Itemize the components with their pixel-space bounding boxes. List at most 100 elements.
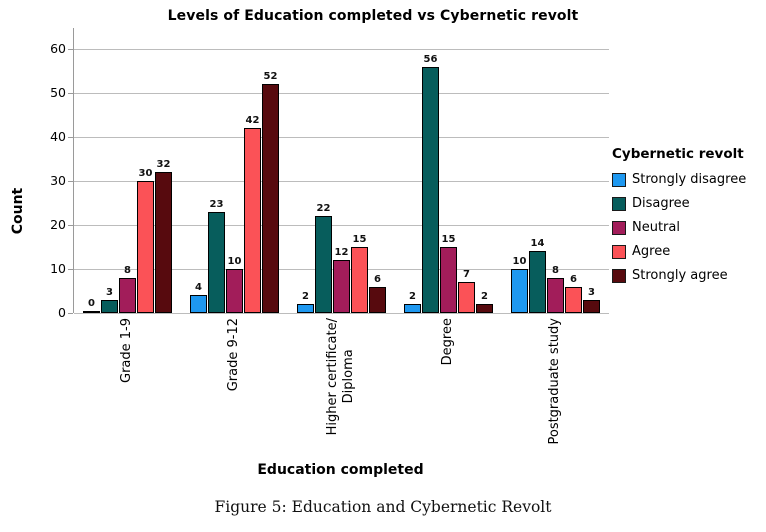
y-tick-label-20: 20 — [50, 217, 66, 232]
bar-disagree — [422, 67, 439, 313]
legend: Cybernetic revolt Strongly disagree Disag… — [612, 146, 746, 292]
bar-wrap: 32 — [155, 159, 172, 313]
x-tick-label-2: Grade 9-12 — [225, 318, 241, 392]
legend-item-agree: Agree — [612, 244, 746, 259]
bar-value-label: 3 — [588, 287, 595, 298]
bar-value-label: 56 — [423, 54, 438, 65]
bar-value-label: 10 — [512, 256, 527, 267]
bar-value-label: 15 — [352, 234, 367, 245]
bar-group-2: 4 23 10 42 52 — [190, 71, 279, 313]
bar-wrap: 42 — [244, 115, 261, 313]
x-tick-label-5: Postgraduate study — [546, 318, 562, 445]
y-tick-mark-60 — [68, 49, 73, 50]
legend-item-strongly-agree: Strongly agree — [612, 268, 746, 283]
y-tick-label-30: 30 — [50, 173, 66, 188]
bar-neutral — [119, 278, 136, 313]
legend-label: Disagree — [632, 196, 690, 211]
bar-agree — [137, 181, 154, 313]
bar-group-5: 10 14 8 6 3 — [511, 238, 600, 313]
bar-disagree — [101, 300, 118, 313]
bar-value-label: 10 — [227, 256, 242, 267]
bar-wrap: 0 — [83, 298, 100, 313]
legend-swatch-icon — [612, 268, 626, 283]
bar-neutral — [333, 260, 350, 313]
x-axis-title: Education completed — [257, 462, 424, 478]
x-tick-label-1: Grade 1-9 — [118, 318, 134, 383]
chart-title: Levels of Education completed vs Cyberne… — [167, 8, 579, 24]
legend-label: Agree — [632, 244, 671, 259]
bar-wrap: 3 — [101, 287, 118, 313]
bar-neutral — [547, 278, 564, 313]
bar-strongly-disagree — [297, 304, 314, 313]
gridline-y-20 — [74, 224, 609, 226]
bar-wrap: 6 — [369, 274, 386, 313]
legend-item-disagree: Disagree — [612, 196, 746, 211]
legend-label: Neutral — [632, 220, 680, 235]
legend-swatch-icon — [612, 172, 626, 187]
legend-swatch-icon — [612, 220, 626, 235]
bar-neutral — [226, 269, 243, 313]
bar-strongly-disagree — [83, 311, 100, 313]
bar-wrap: 15 — [351, 234, 368, 313]
bar-value-label: 32 — [156, 159, 171, 170]
bar-wrap: 8 — [547, 265, 564, 313]
bar-value-label: 8 — [124, 265, 131, 276]
bar-value-label: 23 — [209, 199, 224, 210]
bar-wrap: 30 — [137, 168, 154, 313]
gridline-y-40 — [74, 136, 609, 138]
bar-agree — [244, 128, 261, 313]
bar-strongly-agree — [476, 304, 493, 313]
bar-neutral — [440, 247, 457, 313]
bar-strongly-disagree — [511, 269, 528, 313]
legend-item-strongly-disagree: Strongly disagree — [612, 172, 746, 187]
bar-wrap: 2 — [297, 291, 314, 313]
bar-strongly-disagree — [190, 295, 207, 313]
y-tick-mark-30 — [68, 181, 73, 182]
bar-strongly-agree — [369, 287, 386, 313]
legend-title: Cybernetic revolt — [612, 146, 744, 162]
plot-area: 0 3 8 30 32 4 23 10 42 52 2 22 12 15 6 2 56 15 7 2 10 14 8 6 3 — [73, 28, 609, 314]
legend-label: Strongly agree — [632, 268, 728, 283]
y-tick-mark-50 — [68, 93, 73, 94]
bar-wrap: 2 — [404, 291, 421, 313]
gridline-y-0 — [74, 312, 609, 314]
bar-value-label: 30 — [138, 168, 153, 179]
legend-item-neutral: Neutral — [612, 220, 746, 235]
bar-value-label: 2 — [302, 291, 309, 302]
bar-disagree — [208, 212, 225, 313]
legend-swatch-icon — [612, 196, 626, 211]
bar-value-label: 3 — [106, 287, 113, 298]
bar-wrap: 15 — [440, 234, 457, 313]
bar-agree — [351, 247, 368, 313]
bar-wrap: 22 — [315, 203, 332, 313]
y-tick-label-50: 50 — [50, 85, 66, 100]
bar-group-4: 2 56 15 7 2 — [404, 54, 493, 313]
y-axis-title: Count — [10, 187, 26, 235]
bar-group-1: 0 3 8 30 32 — [83, 159, 172, 313]
bar-wrap: 10 — [226, 256, 243, 313]
bar-wrap: 4 — [190, 282, 207, 313]
x-tick-label-3: Higher certificate/ Diploma — [324, 318, 356, 436]
bar-value-label: 12 — [334, 247, 349, 258]
bar-group-3: 2 22 12 15 6 — [297, 203, 386, 313]
bar-value-label: 22 — [316, 203, 331, 214]
bar-disagree — [315, 216, 332, 313]
bar-strongly-agree — [262, 84, 279, 313]
bar-value-label: 8 — [552, 265, 559, 276]
y-tick-mark-20 — [68, 225, 73, 226]
bar-strongly-disagree — [404, 304, 421, 313]
y-tick-label-40: 40 — [50, 129, 66, 144]
bar-agree — [565, 287, 582, 313]
bar-value-label: 14 — [530, 238, 545, 249]
bar-wrap: 56 — [422, 54, 439, 313]
bar-wrap: 52 — [262, 71, 279, 313]
bar-value-label: 2 — [481, 291, 488, 302]
legend-label: Strongly disagree — [632, 172, 747, 187]
y-tick-label-10: 10 — [50, 261, 66, 276]
y-tick-label-0: 0 — [58, 305, 66, 320]
bar-strongly-agree — [155, 172, 172, 313]
gridline-y-50 — [74, 92, 609, 94]
bar-wrap: 6 — [565, 274, 582, 313]
bar-wrap: 23 — [208, 199, 225, 313]
bar-wrap: 14 — [529, 238, 546, 313]
